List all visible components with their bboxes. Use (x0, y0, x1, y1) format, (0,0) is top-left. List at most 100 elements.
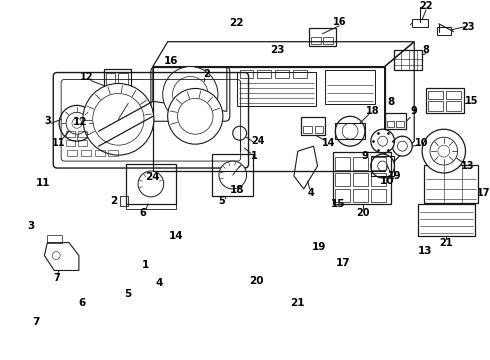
Bar (311, 37, 320, 44)
Text: 14: 14 (169, 231, 184, 242)
Text: 6: 6 (78, 298, 86, 308)
Bar (81, 150, 91, 156)
Circle shape (219, 161, 246, 189)
Circle shape (93, 94, 144, 145)
Text: 2: 2 (204, 68, 211, 78)
Bar (237, 72, 316, 106)
Text: 8: 8 (388, 97, 395, 107)
Bar (48, 235, 62, 243)
Text: 7: 7 (32, 318, 40, 327)
Circle shape (430, 137, 458, 165)
Bar (335, 173, 350, 186)
Bar (385, 113, 406, 129)
Text: 15: 15 (465, 96, 478, 107)
Text: 18: 18 (229, 185, 244, 195)
Bar (108, 150, 119, 156)
Bar (428, 91, 443, 99)
Text: 17: 17 (476, 188, 490, 198)
Text: 18: 18 (366, 106, 380, 116)
Bar (66, 131, 75, 137)
Circle shape (392, 136, 412, 156)
Bar (387, 121, 394, 127)
Bar (67, 150, 77, 156)
Text: 8: 8 (422, 45, 430, 55)
Text: 6: 6 (140, 208, 147, 218)
Circle shape (66, 112, 88, 134)
Bar (78, 140, 87, 146)
Text: 13: 13 (418, 246, 433, 256)
Text: 4: 4 (156, 278, 163, 288)
Circle shape (371, 154, 394, 178)
Text: 12: 12 (80, 72, 94, 81)
Circle shape (52, 252, 60, 260)
Circle shape (342, 123, 358, 139)
Circle shape (177, 98, 213, 134)
Text: 13: 13 (461, 161, 474, 171)
Bar (446, 102, 461, 111)
Bar (323, 37, 333, 44)
Text: 1: 1 (251, 151, 258, 161)
Bar (325, 69, 375, 104)
Bar (371, 156, 394, 176)
Circle shape (72, 118, 82, 128)
Bar (353, 189, 368, 202)
Bar (95, 150, 104, 156)
Text: 19: 19 (388, 171, 401, 181)
Text: 20: 20 (356, 208, 369, 218)
Bar (424, 165, 478, 203)
Circle shape (168, 89, 223, 144)
Text: 19: 19 (312, 242, 326, 252)
Text: 23: 23 (270, 45, 285, 55)
Bar (446, 91, 461, 99)
Text: 15: 15 (331, 199, 345, 209)
Bar (105, 89, 115, 96)
Bar (371, 173, 386, 186)
Circle shape (83, 84, 154, 155)
Bar (119, 73, 128, 85)
Bar (426, 89, 464, 113)
Circle shape (371, 129, 394, 153)
Circle shape (163, 67, 218, 122)
Text: 14: 14 (321, 138, 335, 148)
Text: 7: 7 (54, 274, 61, 283)
Text: 3: 3 (28, 221, 35, 231)
Text: 16: 16 (333, 17, 346, 27)
Bar (126, 164, 175, 204)
Bar (335, 123, 365, 139)
Text: 9: 9 (361, 151, 368, 161)
Text: 16: 16 (164, 56, 179, 66)
Text: 1: 1 (141, 260, 148, 270)
Text: 10: 10 (379, 176, 394, 186)
Text: 22: 22 (229, 18, 244, 28)
Text: 5: 5 (124, 289, 132, 299)
Text: 17: 17 (336, 258, 350, 268)
Text: 22: 22 (419, 1, 433, 11)
Bar (105, 73, 115, 85)
Circle shape (138, 171, 164, 197)
Bar (103, 68, 131, 98)
Bar (303, 126, 312, 133)
Text: 24: 24 (252, 136, 265, 146)
Bar (353, 173, 368, 186)
Circle shape (397, 141, 407, 151)
Bar (119, 89, 128, 96)
Bar (315, 126, 323, 133)
Text: 9: 9 (411, 106, 417, 116)
Bar (394, 50, 422, 69)
Text: 12: 12 (73, 117, 87, 127)
Bar (301, 117, 325, 135)
Text: 11: 11 (36, 178, 51, 188)
Text: 21: 21 (439, 238, 453, 248)
Bar (396, 121, 404, 127)
Bar (333, 152, 391, 204)
Text: 2: 2 (110, 195, 117, 206)
Bar (126, 204, 175, 209)
Bar (371, 189, 386, 202)
Bar (78, 131, 87, 137)
Bar (257, 69, 271, 77)
Text: 24: 24 (145, 172, 160, 183)
Bar (275, 69, 289, 77)
Circle shape (378, 161, 388, 171)
Bar (371, 157, 386, 170)
Bar (121, 196, 128, 206)
